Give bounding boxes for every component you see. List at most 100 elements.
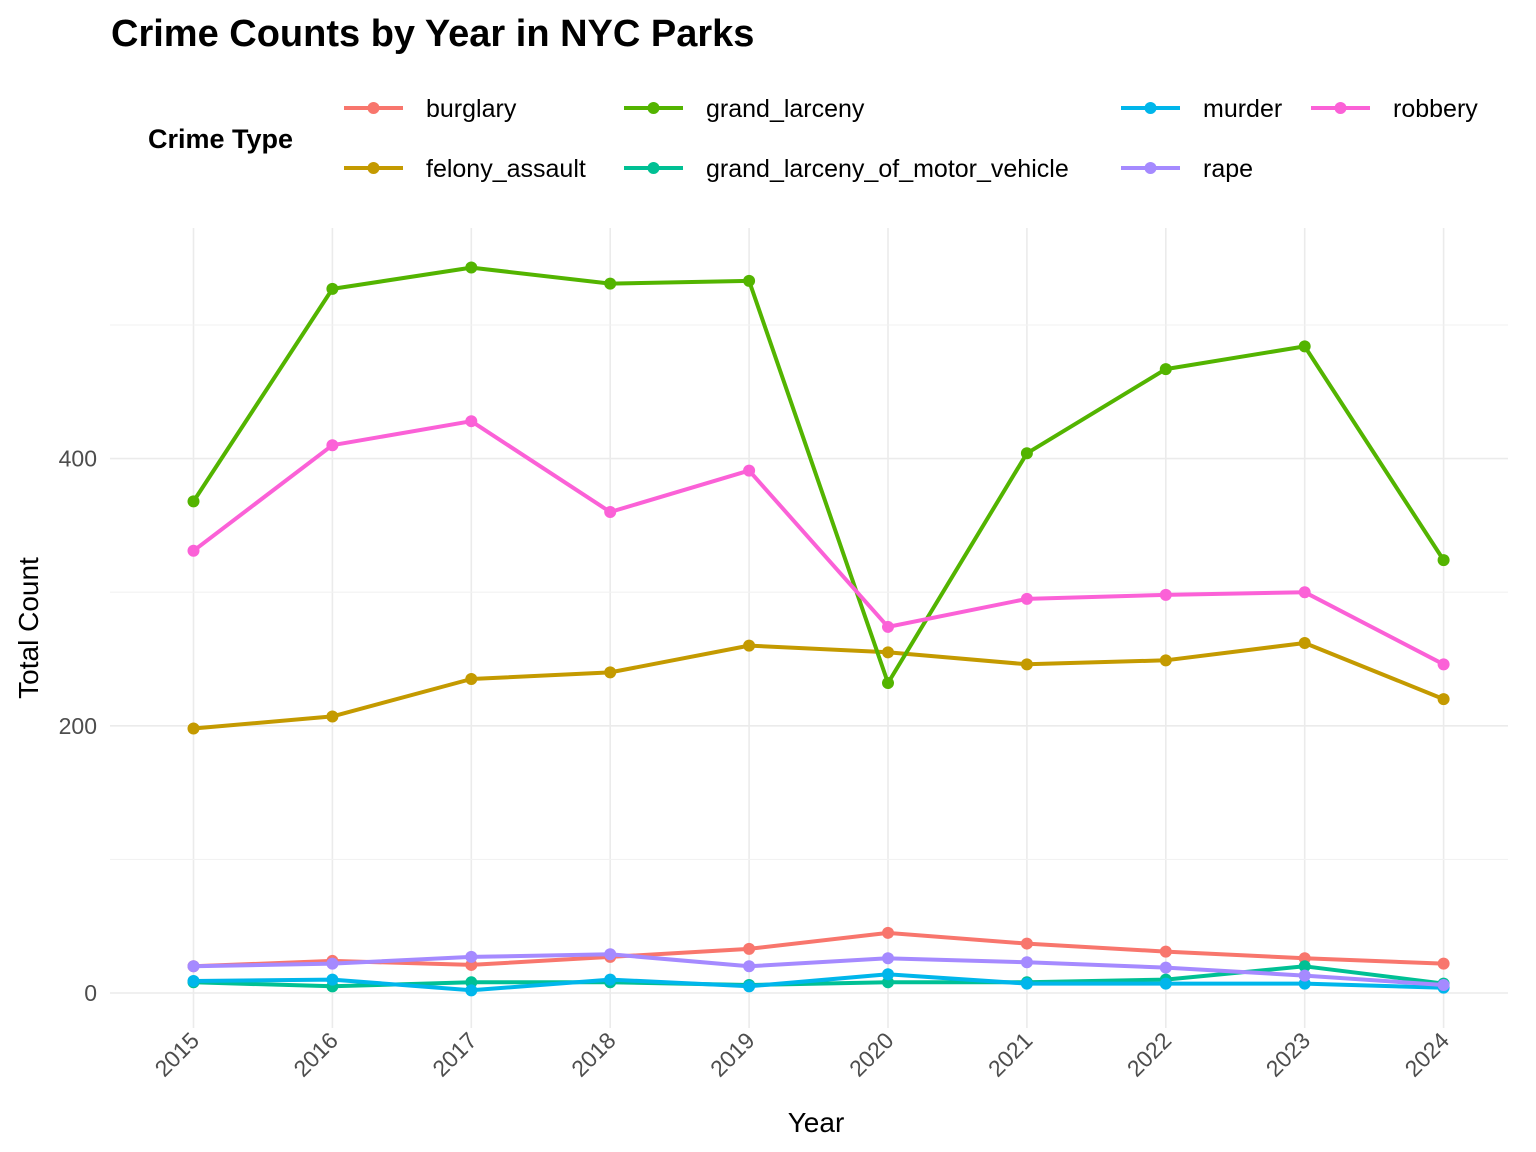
- legend-item-robbery: robbery: [1311, 95, 1478, 123]
- legend-key-point: [367, 102, 380, 114]
- legend-item-rape: rape: [1121, 155, 1253, 183]
- x-tick-label: 2019: [705, 1027, 760, 1082]
- data-point: [882, 926, 894, 939]
- data-point: [1298, 969, 1311, 982]
- legend-item-grand_larceny: grand_larceny: [624, 95, 865, 123]
- data-point: [187, 544, 200, 557]
- data-point: [743, 980, 756, 993]
- data-point: [1437, 978, 1450, 991]
- legend-label: felony_assault: [426, 155, 586, 183]
- data-point: [1020, 956, 1033, 969]
- data-point: [1159, 363, 1172, 376]
- legend-title: Crime Type: [148, 124, 293, 154]
- data-point: [604, 973, 617, 986]
- data-point: [882, 677, 894, 690]
- series-rape: [187, 948, 1450, 991]
- y-tick-label: 400: [59, 446, 97, 472]
- data-point: [604, 506, 617, 519]
- data-point: [187, 495, 200, 508]
- series-line: [191, 972, 1446, 993]
- data-point: [882, 620, 894, 633]
- y-tick-label: 0: [84, 980, 97, 1006]
- data-point: [1159, 977, 1172, 990]
- data-point: [465, 950, 478, 963]
- x-tick-label: 2022: [1122, 1027, 1177, 1082]
- data-point: [326, 973, 339, 986]
- data-point: [743, 960, 756, 973]
- data-point: [187, 722, 200, 735]
- legend: Crime Type burglary felony_assault grand_l…: [148, 95, 1478, 183]
- series-line: [191, 930, 1446, 969]
- legend-key-point: [647, 162, 660, 174]
- data-point: [743, 464, 756, 477]
- data-point: [882, 968, 894, 981]
- data-point: [326, 282, 339, 295]
- series-felony_assault: [187, 636, 1450, 735]
- legend-label: grand_larceny_of_motor_vehicle: [706, 155, 1069, 183]
- legend-key-point: [367, 162, 380, 174]
- series-lines: [187, 261, 1450, 997]
- data-point: [1020, 658, 1033, 671]
- data-point: [1020, 937, 1033, 950]
- data-point: [1159, 588, 1172, 601]
- data-point: [1298, 636, 1311, 649]
- data-point: [1298, 960, 1311, 973]
- x-tick-label: 2023: [1261, 1027, 1316, 1082]
- x-tick-label: 2020: [844, 1027, 899, 1082]
- legend-item-murder: murder: [1121, 95, 1282, 123]
- data-point: [187, 960, 200, 973]
- series-line: [191, 265, 1446, 685]
- x-axis-title: Year: [788, 1107, 845, 1138]
- data-point: [604, 277, 617, 290]
- x-tick-label: 2018: [566, 1027, 621, 1082]
- series-grand_larceny_of_motor_vehicle: [187, 960, 1450, 993]
- x-tick-label: 2015: [149, 1027, 204, 1082]
- data-point: [1020, 447, 1033, 460]
- data-point: [604, 948, 617, 961]
- legend-item-grand_larceny_of_motor_vehicle: grand_larceny_of_motor_vehicle: [624, 155, 1069, 183]
- data-point: [465, 415, 478, 428]
- data-point: [1298, 340, 1311, 353]
- legend-label: robbery: [1393, 95, 1478, 123]
- series-line: [191, 952, 1446, 987]
- data-point: [1020, 977, 1033, 990]
- data-point: [743, 274, 756, 287]
- legend-item-felony_assault: felony_assault: [344, 155, 586, 183]
- y-axis-ticks: 0 200 400: [59, 446, 97, 1006]
- y-tick-label: 200: [59, 713, 97, 739]
- data-point: [326, 439, 339, 452]
- series-burglary: [187, 926, 1450, 973]
- data-point: [1437, 658, 1450, 671]
- data-point: [604, 666, 617, 679]
- data-point: [1298, 586, 1311, 599]
- legend-key-point: [1144, 102, 1157, 114]
- legend-item-burglary: burglary: [344, 95, 517, 123]
- data-point: [1437, 957, 1450, 970]
- x-tick-label: 2017: [427, 1027, 482, 1082]
- legend-label: murder: [1203, 95, 1282, 123]
- series-line: [191, 641, 1446, 731]
- data-point: [882, 952, 894, 965]
- data-point: [1437, 554, 1450, 567]
- series-line: [191, 419, 1446, 667]
- data-point: [882, 646, 894, 659]
- legend-key-point: [1334, 102, 1347, 114]
- data-point: [743, 942, 756, 955]
- data-point: [1437, 693, 1450, 706]
- legend-label: rape: [1203, 155, 1253, 183]
- x-tick-label: 2024: [1400, 1027, 1455, 1082]
- series-robbery: [187, 415, 1450, 671]
- legend-key-point: [1144, 162, 1157, 174]
- data-point: [1159, 654, 1172, 667]
- x-tick-label: 2021: [983, 1027, 1038, 1082]
- data-point: [465, 261, 478, 274]
- legend-label: grand_larceny: [706, 95, 865, 123]
- legend-key-point: [647, 102, 660, 114]
- series-grand_larceny: [187, 261, 1450, 690]
- x-tick-label: 2016: [288, 1027, 343, 1082]
- data-point: [1159, 945, 1172, 958]
- data-point: [187, 974, 200, 987]
- y-axis-title: Total Count: [13, 557, 44, 699]
- data-point: [465, 673, 478, 686]
